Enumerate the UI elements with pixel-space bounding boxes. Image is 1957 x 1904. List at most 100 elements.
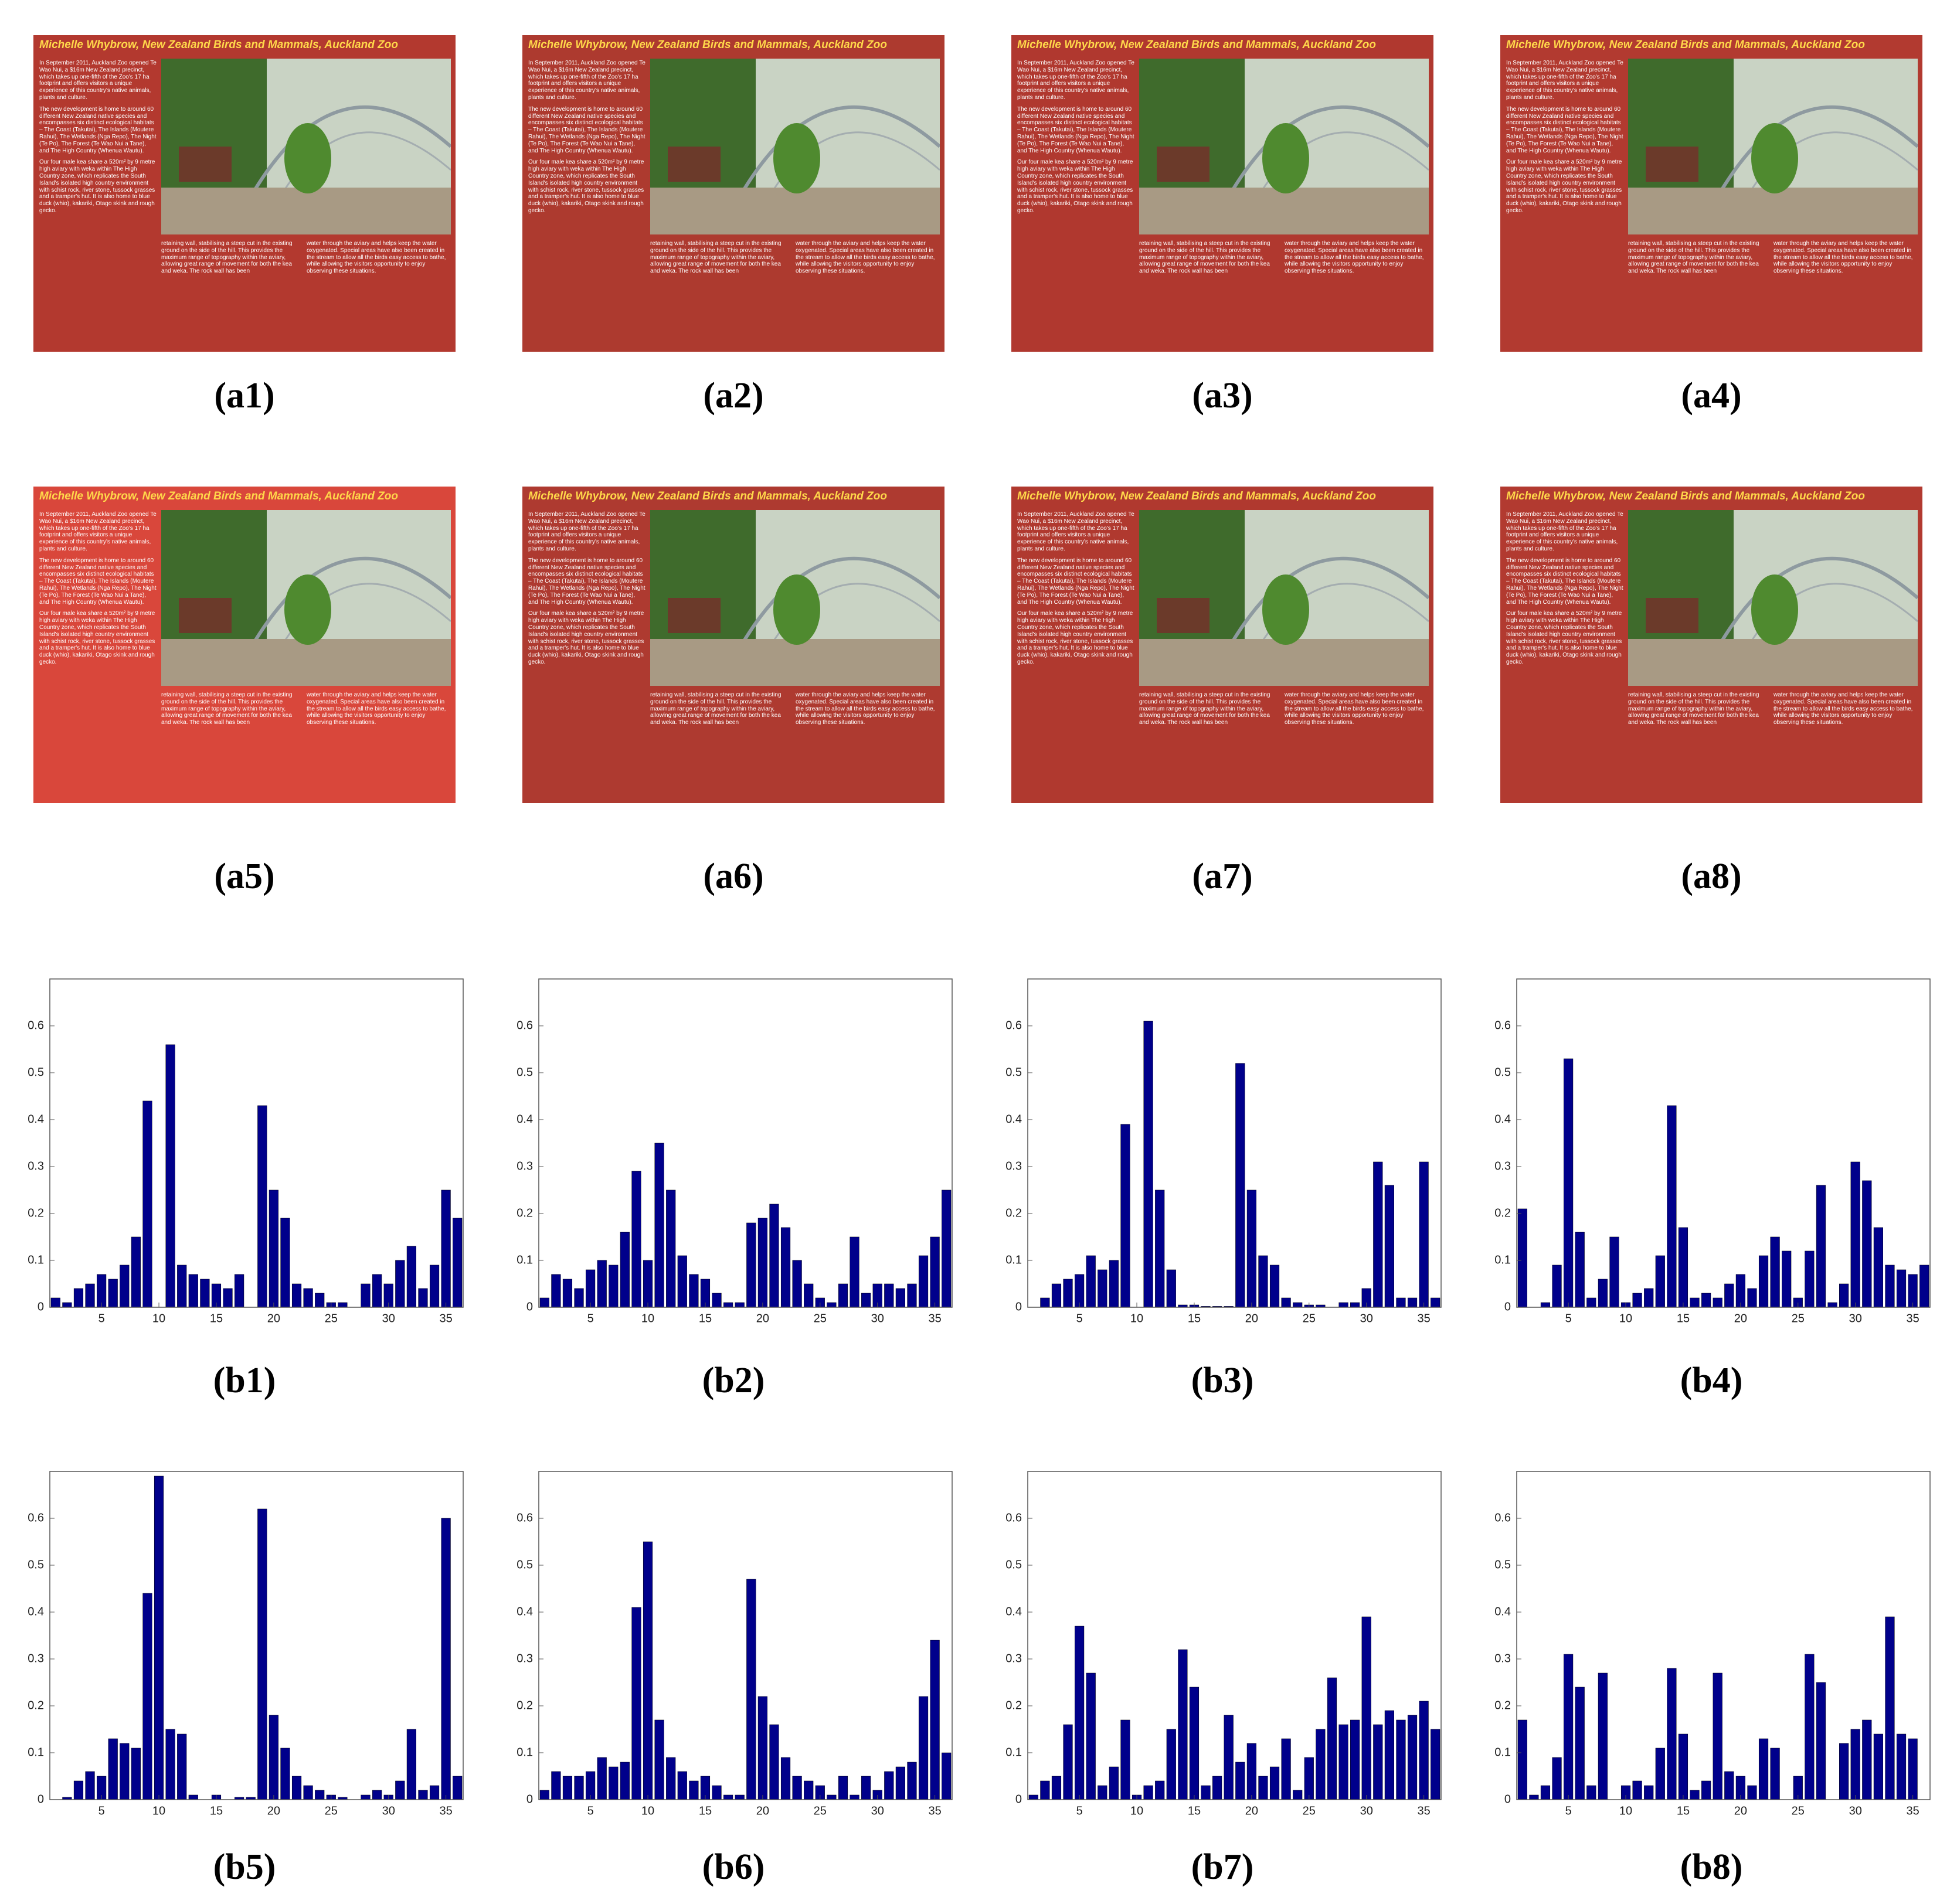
poster-photo bbox=[1628, 510, 1918, 686]
x-tick-label: 30 bbox=[1360, 1312, 1373, 1325]
y-tick-label: 0.5 bbox=[28, 1558, 44, 1571]
poster-column: In September 2011, Auckland Zoo opened T… bbox=[1017, 60, 1134, 347]
bar bbox=[120, 1743, 130, 1800]
y-tick-label: 0.5 bbox=[28, 1066, 44, 1079]
bar bbox=[1338, 1302, 1348, 1308]
bar bbox=[1316, 1729, 1326, 1800]
poster-column: water through the aviary and helps keep … bbox=[1285, 692, 1429, 798]
bar bbox=[895, 1766, 905, 1800]
bar bbox=[188, 1274, 198, 1308]
y-tick-label: 0.1 bbox=[1494, 1253, 1511, 1266]
x-tick-label: 35 bbox=[440, 1804, 453, 1817]
panel-caption: (b5) bbox=[213, 1847, 276, 1887]
bar bbox=[406, 1246, 416, 1308]
bar bbox=[1212, 1776, 1222, 1800]
bar bbox=[1086, 1255, 1096, 1308]
x-tick-label: 25 bbox=[1303, 1312, 1316, 1325]
poster-paragraph: retaining wall, stabilising a steep cut … bbox=[650, 240, 782, 275]
chart: 0 0.1 0.2 0.3 0.4 0.5 0.6 5 10 15 20 25 30 35 bbox=[1494, 1471, 1931, 1817]
poster: Michelle Whybrow, New Zealand Birds and … bbox=[1011, 487, 1433, 803]
tree bbox=[773, 574, 820, 645]
plot-frame bbox=[538, 978, 953, 1308]
y-tick-label: 0.1 bbox=[28, 1746, 44, 1759]
bar bbox=[50, 1297, 60, 1308]
bar bbox=[154, 1475, 164, 1800]
y-tick-label: 0.3 bbox=[28, 1652, 44, 1665]
bar bbox=[361, 1794, 371, 1800]
poster-column: In September 2011, Auckland Zoo opened T… bbox=[528, 60, 645, 347]
y-tick-label: 0.3 bbox=[1494, 1160, 1511, 1172]
bar bbox=[930, 1236, 940, 1308]
x-tick-label: 35 bbox=[1418, 1312, 1431, 1325]
x-tick-label: 10 bbox=[1619, 1312, 1632, 1325]
bar bbox=[131, 1236, 141, 1308]
y-tick-label: 0.5 bbox=[517, 1066, 533, 1079]
bar bbox=[907, 1283, 917, 1308]
bar bbox=[1350, 1719, 1360, 1800]
poster-paragraph: In September 2011, Auckland Zoo opened T… bbox=[39, 60, 157, 101]
hut bbox=[1157, 147, 1209, 182]
poster-paragraph: Our four male kea share a 520m² by 9 met… bbox=[1506, 159, 1622, 214]
bar bbox=[1246, 1743, 1256, 1800]
x-tick-label: 30 bbox=[1360, 1804, 1373, 1817]
bar bbox=[1805, 1250, 1815, 1308]
poster-title: Michelle Whybrow, New Zealand Birds and … bbox=[39, 490, 398, 502]
rocks bbox=[650, 188, 940, 234]
plot-frame bbox=[1516, 978, 1931, 1308]
x-tick-label: 15 bbox=[699, 1312, 712, 1325]
bar bbox=[269, 1189, 278, 1308]
bar bbox=[1143, 1785, 1153, 1800]
poster-paragraph: water through the aviary and helps keep … bbox=[1285, 692, 1424, 726]
bar bbox=[1086, 1672, 1096, 1800]
x-tick-label: 20 bbox=[756, 1804, 769, 1817]
bar bbox=[930, 1640, 940, 1800]
x-tick-label: 15 bbox=[1188, 1312, 1201, 1325]
bar bbox=[1644, 1288, 1654, 1308]
bar bbox=[1235, 1762, 1245, 1800]
y-tick-label: 0.4 bbox=[517, 1605, 533, 1618]
y-tick-label: 0.6 bbox=[28, 1019, 44, 1032]
bar bbox=[1747, 1288, 1757, 1308]
bar bbox=[597, 1757, 607, 1800]
poster: Michelle Whybrow, New Zealand Birds and … bbox=[33, 487, 456, 803]
poster-paragraph: In September 2011, Auckland Zoo opened T… bbox=[39, 511, 157, 552]
bar bbox=[654, 1719, 664, 1800]
bar bbox=[1120, 1124, 1130, 1308]
bar bbox=[73, 1780, 84, 1800]
x-tick-label: 30 bbox=[382, 1804, 395, 1817]
bar bbox=[1517, 1719, 1527, 1800]
x-tick-label: 20 bbox=[1245, 1804, 1258, 1817]
bar bbox=[1051, 1283, 1062, 1308]
bar bbox=[85, 1771, 95, 1800]
poster: Michelle Whybrow, New Zealand Birds and … bbox=[33, 35, 456, 352]
y-tick-label: 0.2 bbox=[28, 1206, 44, 1219]
bar bbox=[1919, 1264, 1929, 1308]
bar bbox=[551, 1274, 561, 1308]
y-tick-label: 0.2 bbox=[1005, 1699, 1022, 1712]
bar bbox=[1850, 1161, 1860, 1308]
poster-paragraph: water through the aviary and helps keep … bbox=[307, 692, 446, 726]
bar bbox=[406, 1729, 416, 1800]
tree bbox=[1262, 574, 1309, 645]
bar bbox=[884, 1283, 894, 1308]
poster-column: water through the aviary and helps keep … bbox=[307, 692, 451, 798]
plot-frame bbox=[1027, 978, 1442, 1308]
y-tick-label: 0 bbox=[1504, 1300, 1511, 1313]
bar bbox=[97, 1274, 107, 1308]
bar bbox=[1040, 1297, 1050, 1308]
poster-column: retaining wall, stabilising a steep cut … bbox=[650, 692, 791, 798]
bar bbox=[1120, 1719, 1130, 1800]
bar bbox=[1028, 1794, 1038, 1800]
x-tick-label: 25 bbox=[1303, 1804, 1316, 1817]
y-tick-label: 0.2 bbox=[28, 1699, 44, 1712]
bar bbox=[609, 1264, 619, 1308]
bar bbox=[1598, 1279, 1608, 1308]
bar bbox=[1419, 1161, 1429, 1308]
x-tick-label: 5 bbox=[587, 1312, 594, 1325]
x-tick-label: 5 bbox=[1076, 1804, 1083, 1817]
bar bbox=[804, 1780, 814, 1800]
bar bbox=[735, 1302, 745, 1308]
x-tick-label: 15 bbox=[1188, 1804, 1201, 1817]
bar bbox=[1770, 1236, 1780, 1308]
